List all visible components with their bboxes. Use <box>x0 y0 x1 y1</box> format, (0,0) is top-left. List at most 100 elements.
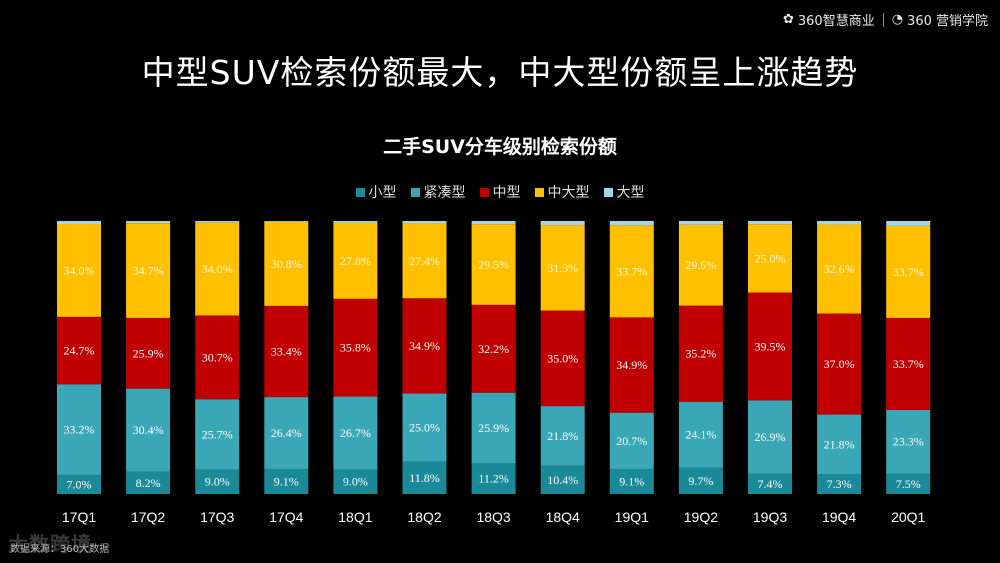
data-label-mid-18Q4: 35.0% <box>547 351 578 365</box>
bar-segment-mid-19Q3 <box>748 292 792 401</box>
bar-segment-midlarge-17Q2 <box>126 223 171 318</box>
bar-segment-midlarge-20Q1 <box>886 225 931 318</box>
data-label-midlarge-17Q4: 30.8% <box>271 257 302 271</box>
data-label-midlarge-19Q1: 33.7% <box>616 264 647 278</box>
legend-swatch <box>479 187 489 197</box>
x-tick-label-20Q1: 20Q1 <box>891 509 925 525</box>
bar-segment-large-17Q3 <box>195 221 240 223</box>
legend-swatch <box>410 187 420 197</box>
data-label-small-18Q2: 11.8% <box>409 471 440 485</box>
legend-item-midlarge: 中大型 <box>534 182 590 202</box>
data-label-small-18Q1: 9.0% <box>343 475 368 489</box>
legend-label: 中型 <box>492 185 521 201</box>
bar-segment-compact-18Q4 <box>540 406 585 466</box>
x-tick-label-19Q1: 19Q1 <box>615 509 649 525</box>
data-label-mid-19Q4: 37.0% <box>824 357 855 371</box>
bar-segment-compact-17Q1 <box>57 384 101 475</box>
bar-segment-small-18Q3 <box>471 463 516 494</box>
data-label-midlarge-18Q1: 27.8% <box>340 254 371 268</box>
data-label-small-18Q3: 11.2% <box>478 472 509 486</box>
x-tick-label-18Q2: 18Q2 <box>407 509 441 525</box>
x-tick-label-17Q4: 17Q4 <box>269 509 303 525</box>
data-source: 数据来源：360大数据 <box>10 544 110 555</box>
data-label-small-19Q3: 7.4% <box>758 477 783 491</box>
bar-segment-small-20Q1 <box>886 473 931 494</box>
bar-segment-compact-19Q2 <box>678 401 723 468</box>
bar-segment-mid-18Q2 <box>402 298 447 394</box>
watermark: 大数跨境 <box>8 532 92 556</box>
data-label-compact-18Q2: 25.0% <box>409 421 440 435</box>
page-title: 中型SUV检索份额最大，中大型份额呈上涨趋势 <box>141 53 859 92</box>
x-tick-label-17Q3: 17Q3 <box>200 509 234 525</box>
bar-segment-compact-18Q2 <box>402 393 447 462</box>
data-label-compact-17Q3: 25.7% <box>202 427 233 441</box>
bar-segment-small-18Q1 <box>333 469 378 494</box>
data-label-compact-17Q2: 30.4% <box>133 423 164 437</box>
bar-segment-large-19Q1 <box>609 221 654 226</box>
bar-segment-mid-19Q4 <box>817 313 862 415</box>
bar-segment-compact-19Q3 <box>748 400 792 474</box>
x-tick-label-17Q2: 17Q2 <box>131 509 165 525</box>
bar-segment-large-19Q2 <box>678 221 723 225</box>
bar-segment-compact-18Q3 <box>471 392 516 464</box>
bar-segment-midlarge-17Q3 <box>195 222 240 316</box>
data-label-midlarge-17Q3: 34.0% <box>202 262 233 276</box>
data-label-midlarge-18Q3: 29.5% <box>478 258 509 272</box>
data-label-small-19Q4: 7.3% <box>827 477 852 491</box>
data-label-mid-17Q1: 24.7% <box>64 344 95 358</box>
bar-segment-small-19Q1 <box>609 469 654 494</box>
bar-segment-large-18Q3 <box>471 221 516 225</box>
logo-bar: ✿ 360智慧商业 ◔ 360 营销学院 <box>783 10 988 29</box>
legend-swatch <box>534 187 544 197</box>
data-label-mid-19Q2: 35.2% <box>685 347 716 361</box>
data-label-mid-20Q1: 33.7% <box>893 357 924 371</box>
bar-segment-midlarge-18Q4 <box>540 225 585 311</box>
bar-segment-mid-18Q3 <box>471 304 516 393</box>
data-label-compact-18Q4: 21.8% <box>547 429 578 443</box>
x-tick-label-18Q4: 18Q4 <box>546 509 580 525</box>
data-label-mid-18Q1: 35.8% <box>340 341 371 355</box>
bar-segment-mid-19Q2 <box>678 305 723 402</box>
bar-segment-small-17Q3 <box>195 469 240 494</box>
legend-label: 紧凑型 <box>423 185 466 201</box>
data-label-mid-17Q2: 25.9% <box>133 346 164 360</box>
data-label-midlarge-19Q4: 32.6% <box>824 262 855 276</box>
bar-segment-mid-17Q3 <box>195 315 240 400</box>
bar-segment-large-18Q2 <box>402 221 447 224</box>
legend-swatch <box>603 187 613 197</box>
data-label-mid-18Q2: 34.9% <box>409 339 440 353</box>
bar-segment-small-17Q2 <box>126 471 171 494</box>
bar-segment-small-19Q3 <box>748 473 792 494</box>
bar-segment-compact-17Q4 <box>264 397 309 470</box>
bar-segment-midlarge-17Q1 <box>57 224 101 317</box>
bar-segment-mid-20Q1 <box>886 317 931 410</box>
bar-segment-small-19Q4 <box>817 474 862 494</box>
data-label-small-19Q2: 9.7% <box>688 474 713 488</box>
bar-segment-compact-17Q2 <box>126 388 171 472</box>
data-label-small-17Q1: 7.0% <box>67 477 92 491</box>
data-label-midlarge-17Q1: 34.0% <box>64 263 95 277</box>
bar-segment-midlarge-18Q2 <box>402 223 447 299</box>
bar-segment-mid-17Q1 <box>57 316 101 385</box>
bar-segment-midlarge-19Q2 <box>678 224 723 306</box>
data-label-midlarge-19Q3: 25.0% <box>755 251 786 265</box>
data-label-compact-19Q3: 26.9% <box>755 430 786 444</box>
bar-segment-midlarge-18Q3 <box>471 224 516 305</box>
bar-segment-midlarge-19Q1 <box>609 225 654 318</box>
data-label-compact-17Q4: 26.4% <box>271 426 302 440</box>
bar-segment-large-18Q4 <box>540 221 585 226</box>
legend-label: 小型 <box>368 185 397 201</box>
bar-segment-mid-17Q2 <box>126 317 171 389</box>
data-label-small-19Q1: 9.1% <box>619 475 644 489</box>
bar-segment-compact-19Q4 <box>817 414 862 475</box>
chart-title: 二手SUV分车级别检索份额 <box>383 136 617 158</box>
flame-icon: ◔ <box>891 12 904 27</box>
flower-icon: ✿ <box>782 12 794 27</box>
bar-segment-large-19Q4 <box>817 221 862 225</box>
bar-segment-large-18Q1 <box>333 221 378 223</box>
bar-segment-midlarge-18Q1 <box>333 222 378 299</box>
x-tick-label-19Q2: 19Q2 <box>684 509 718 525</box>
bar-segment-large-20Q1 <box>886 221 931 226</box>
x-tick-label-19Q4: 19Q4 <box>822 509 856 525</box>
